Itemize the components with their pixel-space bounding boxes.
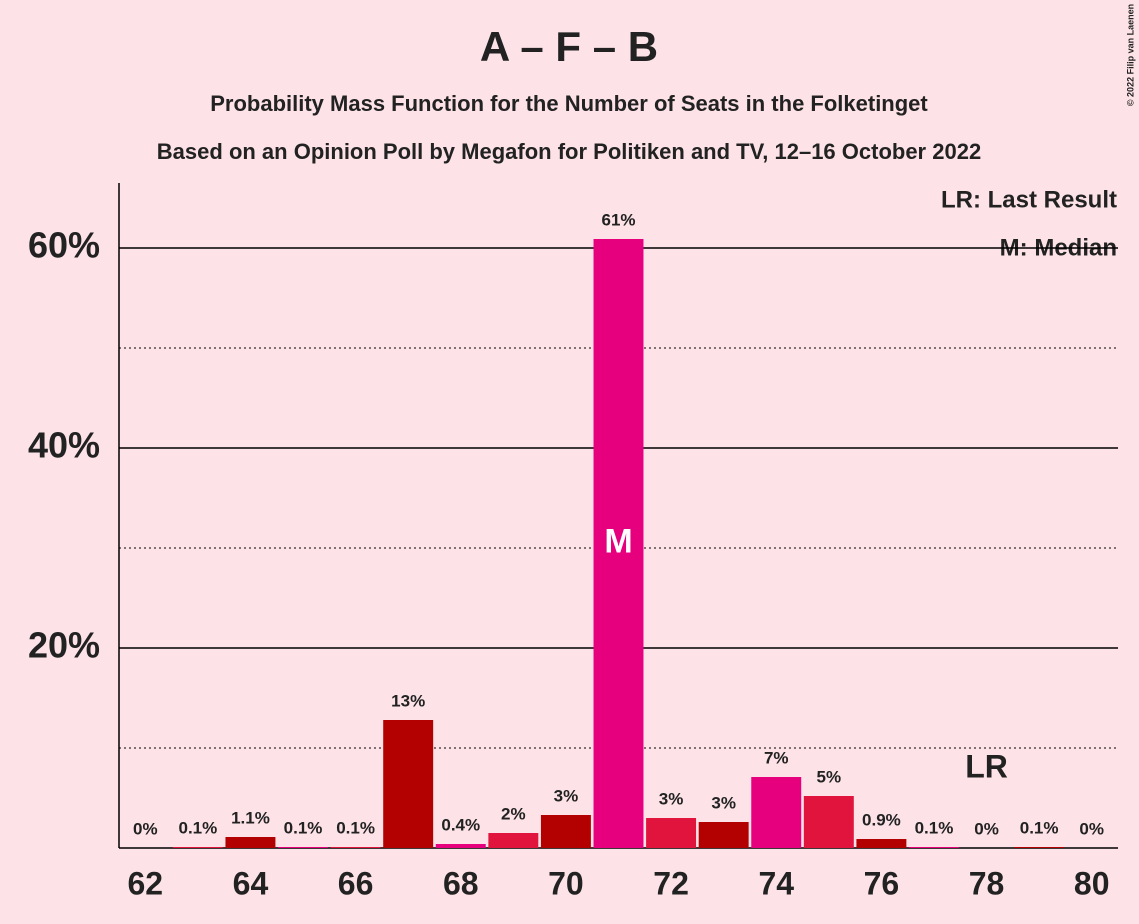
x-tick-label: 74 xyxy=(758,865,794,901)
x-tick-label: 76 xyxy=(864,865,900,901)
chart-title: A – F – B xyxy=(480,23,658,70)
last-result-marker: LR xyxy=(965,748,1008,784)
bar xyxy=(1014,847,1065,848)
bar xyxy=(330,847,381,848)
chart-subtitle: Based on an Opinion Poll by Megafon for … xyxy=(157,139,981,164)
x-tick-label: 70 xyxy=(548,865,584,901)
chart-subtitle: Probability Mass Function for the Number… xyxy=(210,91,928,116)
data-label: 1.1% xyxy=(231,808,270,827)
data-label: 0% xyxy=(133,819,158,838)
data-label: 13% xyxy=(391,691,425,710)
copyright: © 2022 Filip van Laenen xyxy=(1125,4,1135,106)
bar xyxy=(646,818,697,848)
data-label: 5% xyxy=(817,767,842,786)
x-tick-label: 72 xyxy=(653,865,689,901)
data-label: 61% xyxy=(601,210,635,229)
data-label: 0.9% xyxy=(862,810,901,829)
data-label: 0.4% xyxy=(441,815,480,834)
data-label: 3% xyxy=(711,793,736,812)
bar xyxy=(593,239,644,848)
x-tick-label: 66 xyxy=(338,865,374,901)
data-label: 0% xyxy=(974,819,999,838)
y-tick-label: 60% xyxy=(28,225,100,266)
data-label: 0% xyxy=(1079,819,1104,838)
y-tick-label: 40% xyxy=(28,425,100,466)
bar xyxy=(803,796,854,848)
bar xyxy=(856,839,907,848)
x-tick-label: 78 xyxy=(969,865,1005,901)
bar xyxy=(225,837,276,848)
bar xyxy=(278,847,329,848)
data-label: 2% xyxy=(501,804,526,823)
data-label: 0.1% xyxy=(284,818,323,837)
bar xyxy=(540,815,591,848)
x-tick-label: 62 xyxy=(127,865,163,901)
data-label: 0.1% xyxy=(336,818,375,837)
median-marker: M xyxy=(604,522,632,560)
bar xyxy=(435,844,486,848)
legend-entry: LR: Last Result xyxy=(941,186,1117,213)
bar xyxy=(698,822,749,848)
bar xyxy=(908,847,959,848)
bar xyxy=(488,833,539,848)
data-label: 7% xyxy=(764,748,789,767)
bar xyxy=(172,847,223,848)
data-label: 3% xyxy=(659,789,684,808)
bar xyxy=(751,777,802,848)
bar xyxy=(383,720,434,848)
x-tick-label: 68 xyxy=(443,865,479,901)
data-label: 3% xyxy=(554,786,579,805)
y-tick-label: 20% xyxy=(28,625,100,666)
data-label: 0.1% xyxy=(178,818,217,837)
x-tick-label: 80 xyxy=(1074,865,1110,901)
data-label: 0.1% xyxy=(1020,818,1059,837)
x-tick-label: 64 xyxy=(233,865,269,901)
data-label: 0.1% xyxy=(915,818,954,837)
